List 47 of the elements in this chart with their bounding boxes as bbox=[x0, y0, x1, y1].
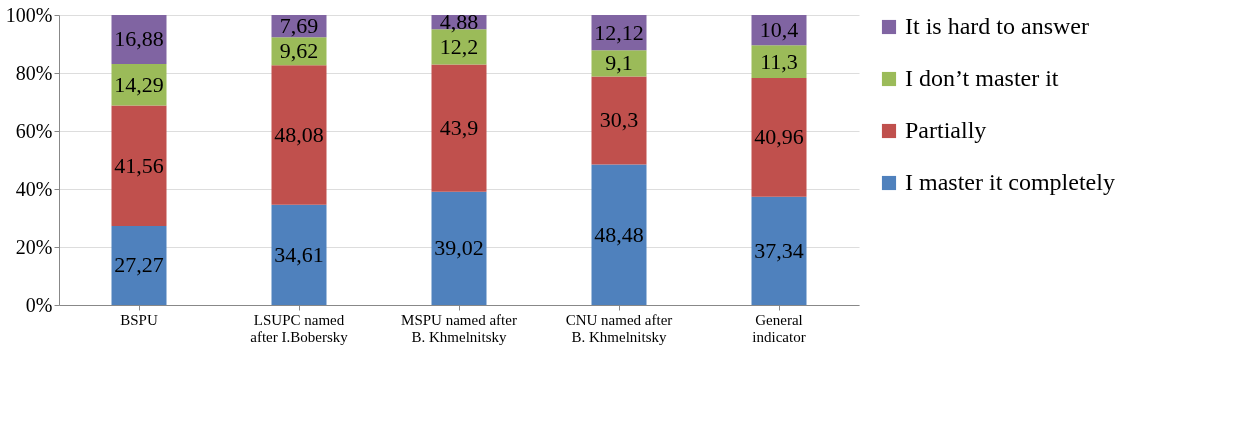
data-label: 27,27 bbox=[114, 252, 164, 278]
data-label: 12,2 bbox=[439, 33, 479, 59]
data-label: 43,9 bbox=[439, 115, 479, 141]
data-label: 10,4 bbox=[759, 17, 799, 43]
data-label: 48,48 bbox=[594, 221, 644, 247]
y-tick-label: 0% bbox=[25, 293, 53, 316]
data-label: 7,69 bbox=[279, 13, 319, 39]
y-tick-label: 60% bbox=[15, 119, 53, 142]
bar bbox=[751, 196, 807, 305]
data-label: 9,1 bbox=[605, 50, 633, 76]
bar bbox=[431, 191, 487, 305]
data-label: 30,3 bbox=[599, 107, 639, 133]
data-label: 12,12 bbox=[594, 19, 644, 45]
bar bbox=[591, 50, 647, 77]
bar bbox=[431, 64, 487, 192]
legend-label: It is hard to answer bbox=[905, 13, 1089, 39]
x-tick-label: BSPU bbox=[120, 311, 158, 328]
bar bbox=[591, 76, 647, 165]
legend-label: I don’t master it bbox=[905, 65, 1059, 91]
data-label: 37,34 bbox=[754, 237, 804, 263]
x-tick-label: CNU named after B. Khmelnitsky bbox=[565, 311, 673, 345]
data-label: 41,56 bbox=[114, 152, 164, 178]
data-label: 14,29 bbox=[114, 71, 164, 97]
x-tick-label: LSUPC named after I.Bobersky bbox=[250, 311, 349, 345]
data-label: 9,62 bbox=[279, 38, 319, 64]
y-tick-label: 20% bbox=[15, 235, 53, 258]
bar bbox=[591, 164, 647, 305]
y-tick-label: 80% bbox=[15, 61, 53, 84]
bar bbox=[111, 225, 167, 305]
data-label: 16,88 bbox=[114, 26, 164, 52]
y-tick-label: 40% bbox=[15, 177, 53, 200]
data-label: 11,3 bbox=[760, 48, 798, 74]
data-label: 4,88 bbox=[439, 9, 479, 35]
bar bbox=[271, 204, 327, 305]
y-tick-label: 100% bbox=[5, 3, 53, 26]
bar bbox=[271, 65, 327, 205]
data-label: 40,96 bbox=[754, 124, 804, 150]
bar bbox=[751, 77, 807, 197]
data-label: 48,08 bbox=[274, 121, 324, 147]
data-label: 34,61 bbox=[274, 241, 324, 267]
legend-label: I master it completely bbox=[905, 169, 1115, 195]
x-tick-label: General indicator bbox=[752, 311, 806, 345]
data-label: 39,02 bbox=[434, 235, 484, 261]
bar bbox=[111, 105, 167, 226]
legend-label: Partially bbox=[905, 117, 987, 143]
x-tick-label: MSPU named after B. Khmelnitsky bbox=[401, 311, 517, 345]
bar bbox=[751, 45, 807, 78]
